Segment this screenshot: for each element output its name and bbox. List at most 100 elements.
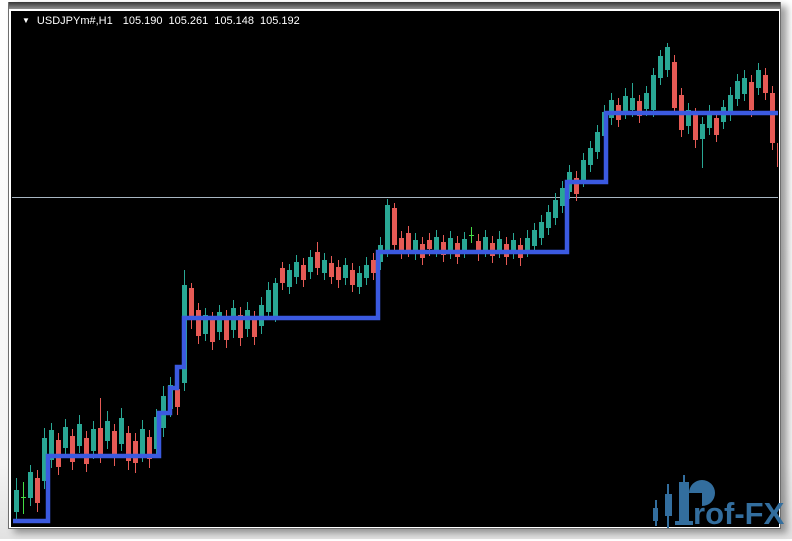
bull-candle-body — [42, 438, 47, 481]
window-edge-highlight-right — [779, 9, 780, 527]
bull-candle-body — [413, 240, 418, 253]
bull-candle-body — [343, 265, 348, 278]
bull-candle-body — [119, 418, 124, 444]
window-edge-highlight-left — [9, 9, 11, 527]
bull-candle-body — [700, 124, 705, 139]
bear-candle-body — [126, 433, 131, 461]
bear-candle-body — [210, 320, 215, 342]
window-top-frame — [9, 2, 780, 9]
bull-candle-body — [644, 93, 649, 109]
bull-candle-body — [658, 56, 663, 78]
bull-candle-body — [154, 417, 159, 449]
bull-candle-body — [294, 262, 299, 277]
bear-candle-body — [476, 241, 481, 254]
bear-candle-body — [189, 288, 194, 317]
bull-candle-body — [105, 421, 110, 441]
bear-candle-body — [770, 93, 775, 143]
bull-candle-body — [483, 237, 488, 250]
bear-candle-body — [301, 265, 306, 280]
bull-candle-body — [266, 290, 271, 312]
watermark-p-glyph — [675, 475, 715, 525]
bear-candle-body — [441, 242, 446, 255]
chart-area[interactable]: ▼ USDJPYm#,H1 105.190 105.261 105.148 10… — [12, 11, 778, 527]
bear-candle-body — [406, 233, 411, 250]
horizontal-line-object[interactable] — [12, 197, 778, 198]
bull-candle-body — [742, 78, 747, 94]
bull-candle-body — [553, 200, 558, 218]
bear-candle-body — [98, 428, 103, 456]
bull-candle-body — [497, 239, 502, 251]
bull-candle-body — [140, 429, 145, 454]
bull-candle-body — [462, 239, 467, 251]
doji-candle-body — [469, 235, 474, 236]
bull-candle-body — [322, 260, 327, 273]
bear-candle-body — [350, 270, 355, 285]
bull-candle-body — [287, 270, 292, 287]
bull-candle-body — [728, 95, 733, 114]
bear-candle-body — [147, 437, 152, 459]
bull-candle-body — [609, 100, 614, 118]
bear-candle-body — [749, 82, 754, 110]
bull-candle-body — [735, 81, 740, 99]
bear-candle-body — [133, 441, 138, 463]
bear-candle-body — [637, 101, 642, 116]
chart-menu-arrow-icon[interactable]: ▼ — [22, 16, 30, 25]
window-edge-highlight-top — [9, 9, 780, 11]
bull-candle-body — [28, 472, 33, 498]
bull-candle-body — [630, 98, 635, 110]
bull-candle-body — [532, 230, 537, 246]
bull-candle-body — [686, 110, 691, 126]
bear-candle-body — [490, 243, 495, 256]
bull-candle-body — [539, 222, 544, 238]
bull-candle-body — [357, 273, 362, 287]
bear-candle-body — [196, 310, 201, 336]
candle-wick — [702, 117, 703, 168]
bear-candle-body — [399, 238, 404, 252]
bull-candle-body — [91, 429, 96, 451]
bear-candle-body — [336, 267, 341, 280]
bear-candle-body — [315, 252, 320, 268]
bull-candle-body — [203, 315, 208, 334]
bear-candle-body — [693, 115, 698, 140]
quote-high: 105.261 — [168, 15, 209, 27]
symbol-period-label: USDJPYm#,H1 — [36, 15, 113, 27]
bull-candle-body — [651, 75, 656, 110]
bear-candle-body — [427, 240, 432, 249]
bull-candle-body — [308, 257, 313, 272]
bull-candle-body — [588, 148, 593, 165]
watermark-text: rof-FX — [693, 496, 785, 531]
bull-candle-body — [364, 265, 369, 278]
bull-candle-body — [546, 212, 551, 228]
bull-candle-body — [273, 283, 278, 317]
bull-candle-body — [623, 96, 628, 112]
bull-candle-body — [385, 205, 390, 250]
bear-candle-body — [70, 436, 75, 462]
doji-candle-body — [21, 497, 26, 498]
bear-candle-body — [238, 315, 243, 338]
prof-fx-watermark: rof-FX — [648, 472, 792, 536]
bear-candle-body — [672, 62, 677, 108]
bear-candle-body — [252, 318, 257, 337]
bear-candle-body — [112, 431, 117, 458]
chart-title-bar: ▼ USDJPYm#,H1 105.190 105.261 105.148 10… — [22, 14, 306, 28]
bull-candle-body — [448, 238, 453, 252]
bear-candle-body — [280, 268, 285, 283]
bull-candle-body — [63, 427, 68, 448]
bull-candle-body — [525, 238, 530, 250]
bull-candle-body — [434, 237, 439, 250]
quote-open: 105.190 — [122, 15, 163, 27]
bear-candle-body — [329, 263, 334, 277]
bull-candle-body — [756, 70, 761, 88]
bear-candle-body — [371, 260, 376, 273]
bull-candle-body — [595, 132, 600, 152]
bear-candle-body — [84, 438, 89, 464]
watermark-candlestick-icon — [653, 484, 672, 528]
bear-candle-body — [763, 75, 768, 93]
window-edge-highlight-bottom — [9, 527, 780, 528]
bear-candle-body — [56, 440, 61, 467]
bear-candle-body — [35, 478, 40, 503]
candle-wick — [23, 482, 24, 514]
bull-candle-body — [707, 112, 712, 128]
bear-candle-body — [714, 118, 719, 135]
bull-candle-body — [77, 424, 82, 446]
